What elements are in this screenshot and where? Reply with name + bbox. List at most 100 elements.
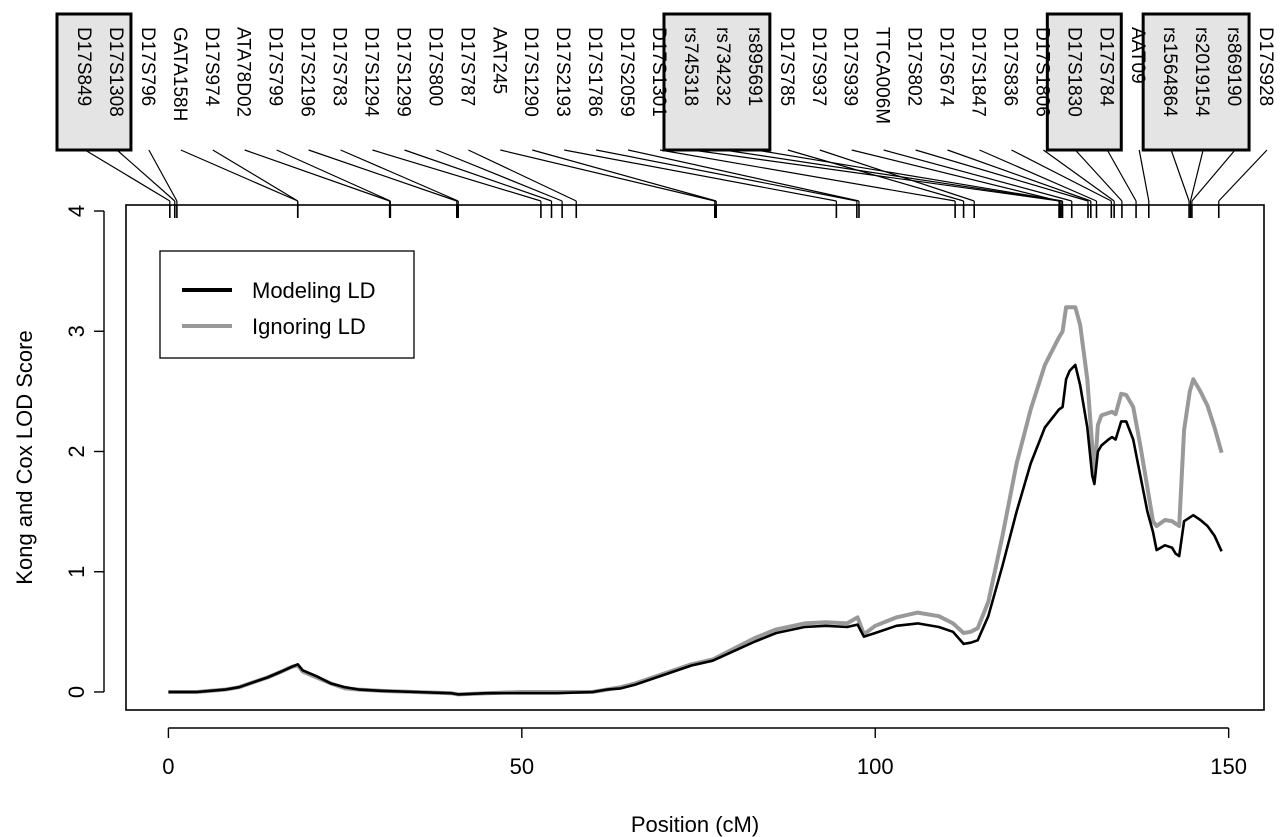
y-tick-label: 4 <box>64 205 89 217</box>
marker-group-box <box>1141 12 1251 152</box>
marker-label-ata78d02: ATA78D02 <box>233 27 254 117</box>
marker-connector <box>1074 149 1123 202</box>
marker-label-d17s1847: D17S1847 <box>967 27 988 117</box>
marker-label-rs745318: rs745318 <box>680 27 701 106</box>
marker-label-d17s836: D17S836 <box>999 27 1020 106</box>
marker-connector <box>1043 149 1115 202</box>
marker-label-d17s799: D17S799 <box>265 27 286 106</box>
marker-label-d17s783: D17S783 <box>329 27 350 106</box>
series-lines <box>168 305 1224 697</box>
marker-connector <box>468 149 577 202</box>
marker-group-box <box>1045 12 1123 152</box>
marker-connector <box>1106 149 1137 202</box>
y-tick-label: 3 <box>64 325 89 337</box>
marker-connector <box>244 149 390 202</box>
marker-connector <box>851 149 1060 202</box>
marker-connector <box>659 149 956 202</box>
marker-label-rs869190: rs869190 <box>1223 27 1244 106</box>
marker-label-aat09: AAT09 <box>1127 27 1148 84</box>
marker-connector <box>723 149 1062 202</box>
marker-connector <box>883 149 1072 202</box>
marker-connector <box>564 149 837 202</box>
marker-label-d17s1299: D17S1299 <box>392 27 413 117</box>
marker-connector <box>1189 149 1204 202</box>
marker-connector <box>596 149 857 202</box>
marker-connector <box>84 149 171 202</box>
y-axis: 0 1 2 3 4 <box>64 205 105 698</box>
marker-label-d17s937: D17S937 <box>808 27 829 106</box>
marker-label-rs1564864: rs1564864 <box>1159 27 1180 117</box>
marker-label-d17s1806: D17S1806 <box>1031 27 1052 117</box>
marker-rug <box>169 205 1220 218</box>
marker-label-d17s1294: D17S1294 <box>361 27 382 117</box>
marker-connector <box>1191 149 1236 202</box>
marker-connector <box>755 149 1063 202</box>
marker-group-box <box>662 12 772 152</box>
marker-labels: D17S849 D17S1308 D17S796 GATA158H D17S974 ATA… <box>73 27 1276 124</box>
marker-label-d17s2193: D17S2193 <box>552 27 573 117</box>
marker-label-d17s2196: D17S2196 <box>297 27 318 117</box>
marker-connector <box>1011 149 1112 202</box>
marker-connector <box>116 149 176 202</box>
marker-label-d17s849: D17S849 <box>73 27 94 106</box>
y-tick-label: 2 <box>64 445 89 457</box>
marker-boxes <box>55 12 1251 152</box>
marker-connector <box>947 149 1092 202</box>
marker-connector <box>915 149 1089 202</box>
marker-connector <box>148 149 178 202</box>
marker-label-d17s796: D17S796 <box>137 27 158 106</box>
marker-label-d17s2059: D17S2059 <box>616 27 637 117</box>
marker-label-rs734232: rs734232 <box>712 27 733 106</box>
marker-connector <box>180 149 299 202</box>
x-axis: 0 50 100 150 <box>162 727 1247 779</box>
marker-label-ttca006m: TTCA006M <box>872 27 893 124</box>
marker-label-d17s1308: D17S1308 <box>105 27 126 117</box>
y-axis-label: Kong and Cox LOD Score <box>12 330 37 584</box>
x-axis-label: Position (cM) <box>631 812 759 837</box>
legend-label-modeling-ld: Modeling LD <box>252 278 376 303</box>
marker-connector <box>372 149 542 202</box>
marker-connector <box>1170 149 1190 202</box>
marker-connector <box>212 149 299 202</box>
marker-label-d17s787: D17S787 <box>456 27 477 106</box>
marker-connector <box>979 149 1097 202</box>
x-tick-label: 150 <box>1210 754 1247 779</box>
marker-connector <box>308 149 457 202</box>
marker-label-d17s674: D17S674 <box>936 27 957 107</box>
marker-connector <box>436 149 563 202</box>
marker-connector <box>404 149 552 202</box>
legend-label-ignoring-ld: Ignoring LD <box>252 314 366 339</box>
marker-connector <box>532 149 717 202</box>
marker-connector <box>627 149 860 202</box>
marker-label-rs2019154: rs2019154 <box>1191 27 1212 117</box>
marker-label-d17s1830: D17S1830 <box>1063 27 1084 117</box>
marker-connectors <box>84 149 1268 205</box>
marker-connector <box>276 149 391 202</box>
series-line-modeling-ld <box>168 363 1223 696</box>
marker-label-aat245: AAT245 <box>488 27 509 94</box>
marker-connector <box>787 149 964 202</box>
marker-connector <box>340 149 459 202</box>
marker-label-d17s1290: D17S1290 <box>520 27 541 117</box>
marker-connector <box>500 149 715 202</box>
marker-label-d17s802: D17S802 <box>904 27 925 106</box>
marker-label-d17s1786: D17S1786 <box>584 27 605 117</box>
marker-label-d17s939: D17S939 <box>840 27 861 106</box>
marker-connector <box>819 149 975 202</box>
marker-label-d17s785: D17S785 <box>776 27 797 106</box>
legend: Modeling LD Ignoring LD <box>159 250 415 359</box>
y-tick-label: 0 <box>64 686 89 698</box>
marker-connector <box>1138 149 1150 202</box>
marker-connector <box>1218 149 1268 202</box>
series-line-ignoring-ld <box>168 305 1224 697</box>
marker-label-gata158h: GATA158H <box>169 27 190 121</box>
marker-label-d17s800: D17S800 <box>424 27 445 106</box>
legend-box <box>159 250 415 359</box>
x-tick-label: 50 <box>510 754 534 779</box>
marker-label-d17s784: D17S784 <box>1095 27 1116 107</box>
marker-group-box <box>55 12 133 152</box>
marker-label-d17s974: D17S974 <box>201 27 222 107</box>
y-tick-label: 1 <box>64 566 89 578</box>
x-tick-label: 100 <box>857 754 894 779</box>
